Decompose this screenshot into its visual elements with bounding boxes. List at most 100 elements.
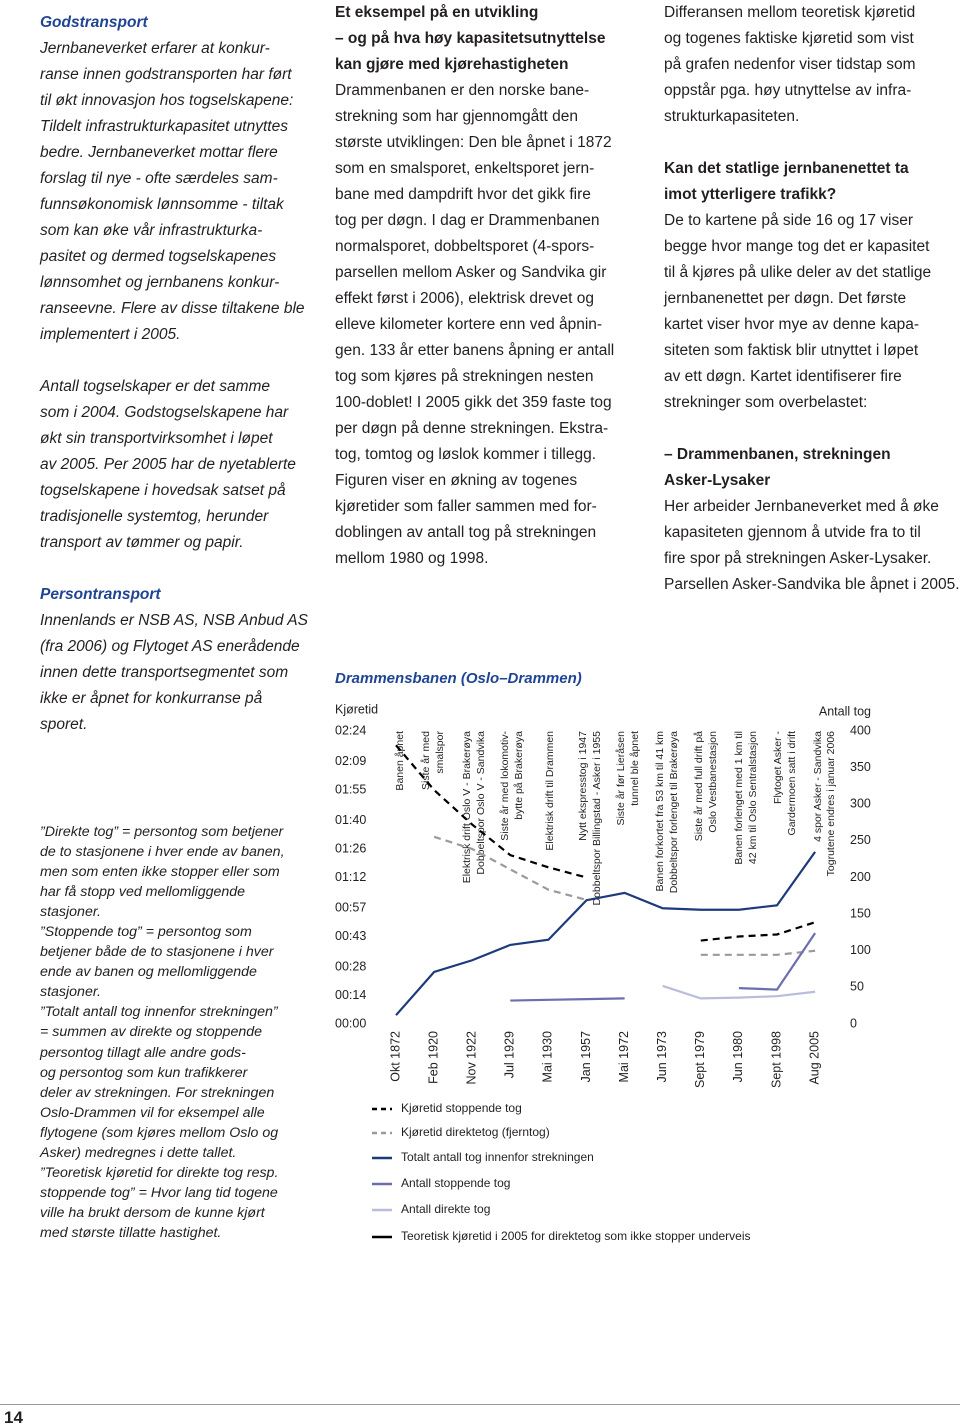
paragraph: De to kartene på side 16 og 17 viser begg… bbox=[664, 208, 960, 416]
text-line: innen dette transportsegmentet som bbox=[40, 664, 289, 681]
text-line: Antall togselskaper er det samme bbox=[40, 378, 271, 395]
series-line bbox=[395, 851, 816, 1016]
event-annotation: Nytt ekspresstog i 1947 bbox=[577, 731, 589, 841]
text-line: Jernbaneverket erfarer at konkur- bbox=[40, 40, 270, 57]
event-annotation: Dobbeltspor Billingstad - Asker i 1955 bbox=[591, 731, 603, 906]
text-line: kjøretider som faller sammen med for- bbox=[335, 498, 597, 515]
y2-tick-label: 0 bbox=[850, 1016, 857, 1030]
text-line: bane med dampdrift hvor det gikk fire bbox=[335, 186, 591, 203]
note-line: Oslo-Drammen vil for eksempel alle bbox=[40, 1104, 265, 1121]
y-tick-label: 01:40 bbox=[335, 813, 366, 827]
y-tick-label: 01:55 bbox=[335, 782, 366, 796]
text-line: lønnsomhet og jernbanens konkur- bbox=[40, 274, 280, 291]
text-line: tradisjonelle systemtog, herunder bbox=[40, 508, 269, 525]
event-annotation: Banen forkortet fra 53 km til 41 km bbox=[654, 731, 666, 892]
text-line: tog, tomtog og løslok kommer i tillegg. bbox=[335, 446, 597, 463]
note-line: ”Totalt antall tog innenfor strekningen” bbox=[40, 1004, 278, 1021]
y2-tick-label: 350 bbox=[850, 760, 871, 774]
text-line: begge hvor mange tog det er kapasitet bbox=[664, 238, 930, 255]
note-line: og persontog som kun trafikkerer bbox=[40, 1064, 248, 1081]
note-line: Asker) medregnes i dette tallet. bbox=[40, 1144, 237, 1161]
text-line: oppstår pga. høy utnyttelse av infra- bbox=[664, 82, 912, 99]
text-line: største utviklingen: Den ble åpnet i 187… bbox=[335, 134, 612, 151]
y2-tick-label: 250 bbox=[850, 833, 871, 847]
note-line: de to stasjonene i hver ende av banen, bbox=[40, 844, 285, 861]
chart-title: Drammensbanen (Oslo–Drammen) bbox=[335, 670, 582, 687]
text-line: funnsøkonomisk lønnsomme - tiltak bbox=[40, 196, 284, 213]
y-tick-label: 00:14 bbox=[335, 988, 366, 1002]
text-line: – Drammenbanen, strekningen bbox=[664, 446, 891, 463]
text-line: gen. 133 år etter banens åpning er antal… bbox=[335, 342, 615, 359]
text-line: jernbanenettet per døgn. Det første bbox=[664, 290, 907, 307]
event-annotation: Togrutene endres i januar 2006 bbox=[825, 731, 837, 877]
heading: Persontransport bbox=[40, 582, 308, 608]
text-line: effekt først i 2006), elektrisk drevet o… bbox=[335, 290, 595, 307]
note-line: = summen av direkte og stoppende bbox=[40, 1024, 263, 1041]
text-line: normalsporet, dobbeltsporet (4-spors- bbox=[335, 238, 595, 255]
text-line: pasitet og dermed togselskapenes bbox=[40, 248, 277, 265]
text-line: Asker-Lysaker bbox=[664, 472, 771, 489]
x-tick-label: Feb 1920 bbox=[426, 1031, 440, 1084]
y-tick-label: 00:57 bbox=[335, 900, 366, 914]
text-line: ranse innen godstransporten har ført bbox=[40, 66, 292, 83]
text-line: av ett døgn. Kartet identifiserer fire bbox=[664, 368, 902, 385]
x-tick-label: Jan 1957 bbox=[579, 1031, 593, 1082]
event-annotation: Elektrisk drift Oslo V - Brakerøya bbox=[461, 731, 473, 883]
heading: Godstransport bbox=[40, 10, 308, 36]
note-line: har få stopp ved mellomliggende bbox=[40, 884, 246, 901]
event-annotation: 4 spor Asker - Sandvika bbox=[812, 731, 824, 842]
text-line: strekninger som overbelastet: bbox=[664, 394, 868, 411]
event-annotation: Banen åpnet bbox=[394, 731, 406, 791]
heading: Kan det statlige jernbanenettet ta imot y… bbox=[664, 156, 960, 208]
text-line: Her arbeider Jernbaneverket med å øke bbox=[664, 498, 939, 515]
event-annotation: Gardermoen satt i drift bbox=[786, 731, 798, 836]
text-line: Figuren viser en økning av togenes bbox=[335, 472, 578, 489]
note-line: ”Teoretisk kjøretid for direkte tog resp… bbox=[40, 1164, 279, 1181]
text-line: bedre. Jernbaneverket mottar flere bbox=[40, 144, 278, 161]
x-tick-label: Mai 1972 bbox=[617, 1031, 631, 1082]
legend-label: Kjøretid stoppende tog bbox=[401, 1101, 522, 1115]
event-annotation: Banen forlenget med 1 km til bbox=[733, 731, 745, 865]
text-line: økt sin transportvirksomhet i løpet bbox=[40, 430, 273, 447]
series-line bbox=[433, 835, 816, 956]
text-line: implementert i 2005. bbox=[40, 326, 181, 343]
text-line: Et eksempel på en utvikling bbox=[335, 4, 539, 21]
text-line: Parsellen Asker-Sandvika ble åpnet i 200… bbox=[664, 576, 960, 593]
event-annotation: Oslo Vestbanestasjon bbox=[707, 731, 719, 833]
text-line: strukturkapasiteten. bbox=[664, 108, 800, 125]
y2-tick-label: 100 bbox=[850, 943, 871, 957]
text-line: parsellen mellom Asker og Sandvika gir bbox=[335, 264, 607, 281]
text-line: på grafen nedenfor viser tidstap som bbox=[664, 56, 916, 73]
event-annotation: smalspor bbox=[434, 731, 446, 774]
paragraph: Antall togselskaper er det samme som i 20… bbox=[40, 374, 308, 556]
text-line: tog per døgn. I dag er Drammenbanen bbox=[335, 212, 600, 229]
text-line: Innenlands er NSB AS, NSB Anbud AS bbox=[40, 612, 308, 629]
text-line: og togenes faktiske kjøretid som vist bbox=[664, 30, 914, 47]
text-line: De to kartene på side 16 og 17 viser bbox=[664, 212, 914, 229]
note-line: stasjoner. bbox=[40, 984, 101, 1001]
y-tick-label: 00:00 bbox=[335, 1016, 366, 1030]
y-tick-label: 02:09 bbox=[335, 754, 366, 768]
right-column: Differansen mellom teoretisk kjøretid og … bbox=[664, 0, 960, 598]
y-tick-label: 00:43 bbox=[335, 929, 366, 943]
note-line: ende av banen og mellomliggende bbox=[40, 964, 257, 981]
y-tick-label: 00:28 bbox=[335, 959, 366, 973]
note-line: persontog tillagt alle andre gods- bbox=[40, 1044, 246, 1061]
text-line: fire spor på strekningen Asker-Lysaker. bbox=[664, 550, 932, 567]
text-line: til økt innovasjon hos togselskapene: bbox=[40, 92, 294, 109]
x-tick-label: Jun 1973 bbox=[655, 1031, 669, 1082]
event-annotation: Siste år med bbox=[420, 731, 432, 790]
event-annotation: Flytoget Asker - bbox=[772, 731, 784, 804]
text-line: ranseevne. Flere av disse tiltakene ble bbox=[40, 300, 305, 317]
y-tick-label: 02:24 bbox=[335, 723, 366, 737]
text-line: mellom 1980 og 1998. bbox=[335, 550, 489, 567]
text-line: togselskapene i hovedsak satset på bbox=[40, 482, 286, 499]
event-annotation: tunnel ble åpnet bbox=[629, 731, 641, 806]
x-tick-label: Aug 2005 bbox=[807, 1031, 821, 1085]
text-line: transport av tømmer og papir. bbox=[40, 534, 244, 551]
text-line: doblingen av antall tog på strekningen bbox=[335, 524, 597, 541]
event-annotation: Siste år med lokomotiv- bbox=[499, 730, 511, 840]
paragraph: Differansen mellom teoretisk kjøretid og … bbox=[664, 0, 960, 130]
x-tick-label: Mai 1930 bbox=[541, 1031, 555, 1082]
